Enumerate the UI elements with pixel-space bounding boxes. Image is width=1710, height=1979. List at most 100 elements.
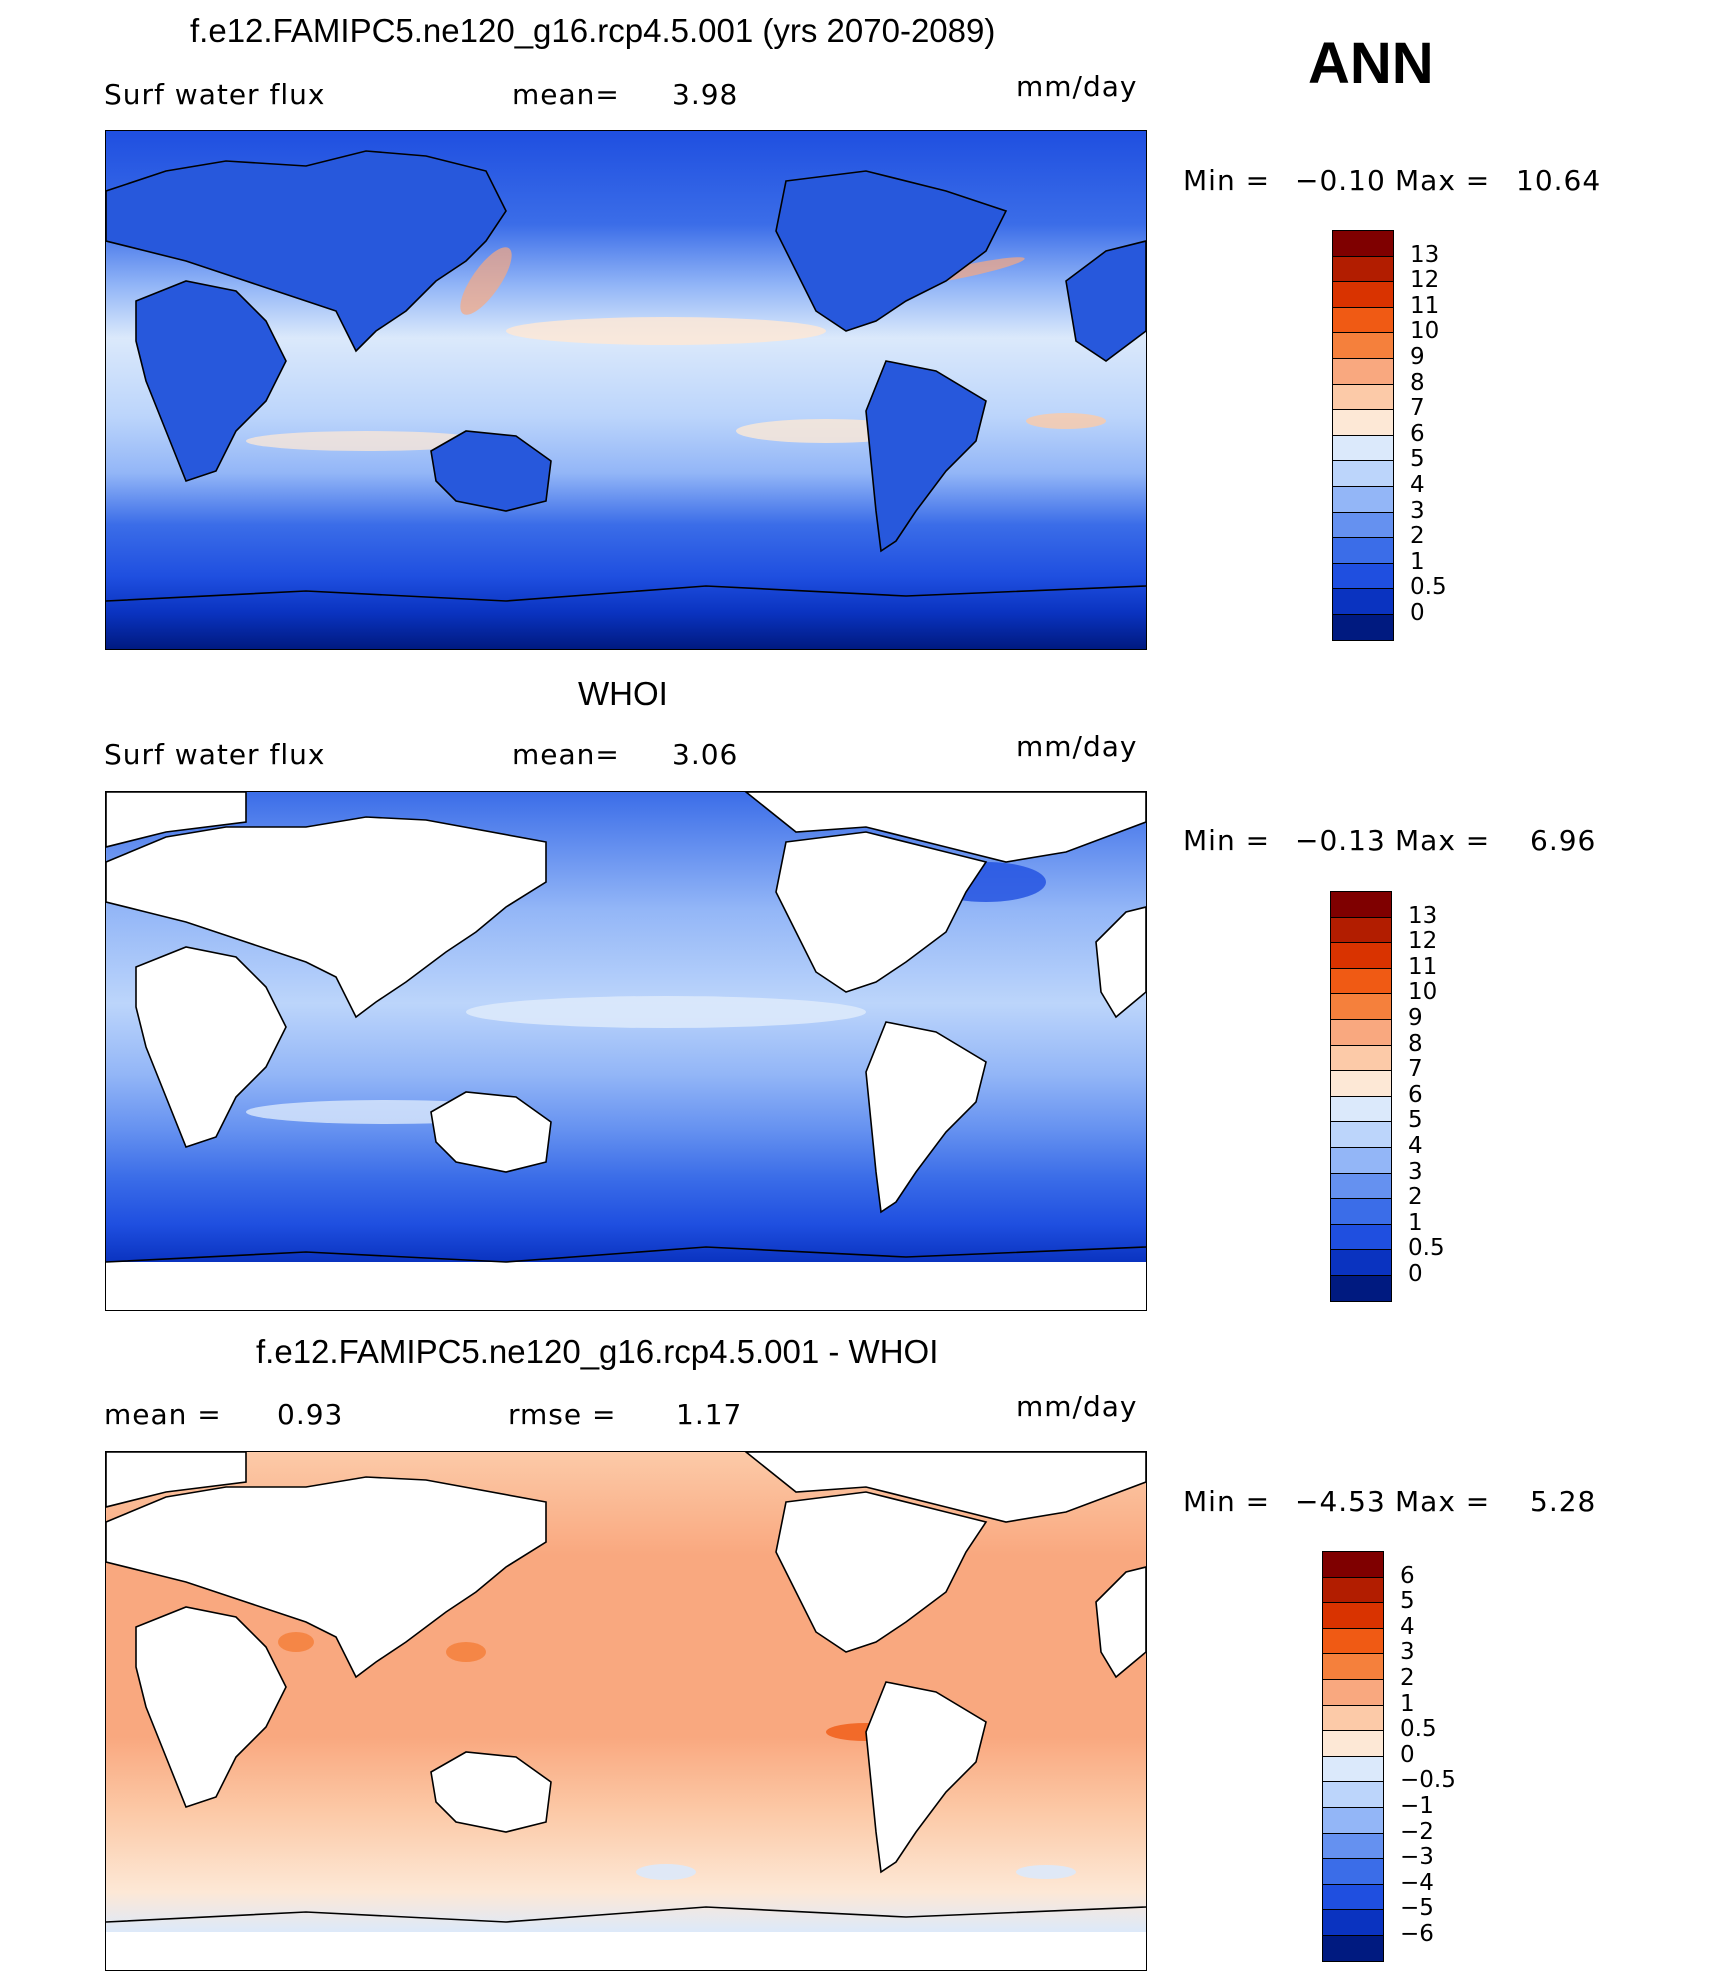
colorbar-tick-label: 5 bbox=[1408, 1107, 1423, 1134]
panel-obs-units: mm/day bbox=[1016, 730, 1138, 763]
colorbar-cell bbox=[1330, 1019, 1392, 1046]
panel-diff-min-label: Min = bbox=[1183, 1485, 1271, 1518]
colorbar-cell bbox=[1332, 383, 1394, 411]
colorbar-cell bbox=[1330, 1147, 1392, 1174]
colorbar-tick-label: 12 bbox=[1410, 267, 1440, 294]
colorbar-tick-label: 8 bbox=[1408, 1030, 1423, 1057]
colorbar-tick-label: −1 bbox=[1400, 1793, 1434, 1819]
colorbar-cell bbox=[1330, 967, 1392, 995]
colorbar-cell bbox=[1332, 588, 1394, 615]
colorbar-cell bbox=[1322, 1704, 1384, 1732]
panel-model-mean-label: mean= bbox=[512, 78, 620, 111]
panel-obs-map bbox=[105, 791, 1147, 1311]
panel-model-map-field bbox=[106, 131, 1146, 649]
colorbar-cell bbox=[1322, 1576, 1384, 1604]
colorbar-tick-label: 2 bbox=[1410, 523, 1425, 550]
colorbar-cell bbox=[1322, 1935, 1384, 1962]
colorbar-tick-label: 10 bbox=[1408, 979, 1438, 1006]
panel-diff-max-label: Max = bbox=[1395, 1485, 1491, 1518]
colorbar-tick-label: −2 bbox=[1400, 1818, 1434, 1845]
colorbar-cell bbox=[1332, 614, 1394, 641]
colorbar-cell bbox=[1332, 281, 1394, 308]
colorbar-tick-label: 1 bbox=[1410, 548, 1425, 575]
panel-model-mean-value: 3.98 bbox=[672, 78, 739, 111]
colorbar-tick-label: −3 bbox=[1400, 1844, 1434, 1871]
colorbar-cell bbox=[1330, 1198, 1392, 1225]
panel-model-min-label: Min = bbox=[1183, 164, 1271, 197]
panel-model-max-value: 10.64 bbox=[1516, 164, 1602, 197]
colorbar-tick-label: 0.5 bbox=[1408, 1235, 1445, 1262]
colorbar-cell bbox=[1332, 460, 1394, 487]
panel-diff-map-field bbox=[106, 1452, 1146, 1970]
panel-obs-map-field bbox=[106, 792, 1146, 1310]
colorbar-cell bbox=[1330, 891, 1392, 918]
colorbar-tick-label: 4 bbox=[1408, 1133, 1423, 1159]
colorbar-tick-label: 6 bbox=[1408, 1081, 1423, 1108]
colorbar-tick-label: 11 bbox=[1410, 292, 1440, 319]
colorbar-tick-label: 0 bbox=[1408, 1261, 1423, 1287]
colorbar-cell bbox=[1330, 1121, 1392, 1148]
colorbar-tick-label: 1 bbox=[1408, 1209, 1423, 1236]
colorbar-tick-label: 12 bbox=[1408, 928, 1438, 955]
panel-obs-mean-label: mean= bbox=[512, 738, 620, 771]
colorbar-tick-label: 3 bbox=[1410, 497, 1425, 524]
panel-model-min-value: −0.10 bbox=[1295, 164, 1386, 197]
season-label: ANN bbox=[1308, 31, 1434, 96]
colorbar-tick-label: 10 bbox=[1410, 318, 1440, 345]
colorbar-cell bbox=[1322, 1781, 1384, 1808]
colorbar-cell bbox=[1322, 1551, 1384, 1578]
colorbar-tick-label: 9 bbox=[1408, 1005, 1423, 1031]
colorbar-cell bbox=[1332, 486, 1394, 513]
panel-diff-max-value: 5.28 bbox=[1530, 1485, 1597, 1518]
colorbar-cell bbox=[1330, 916, 1392, 944]
panel-obs-colorbar: 13 12 11 10 9 8 7 6 5 4 3 2 1 0.5 0 bbox=[1330, 891, 1470, 1302]
panel-diff-rmse-value: 1.17 bbox=[676, 1398, 743, 1431]
colorbar-tick-label: 2 bbox=[1408, 1184, 1423, 1211]
colorbar-cell bbox=[1322, 1883, 1384, 1911]
panel-diff-mean-label: mean = bbox=[104, 1398, 222, 1431]
colorbar-tick-label: 13 bbox=[1408, 902, 1438, 929]
colorbar-tick-label: 2 bbox=[1400, 1665, 1415, 1691]
colorbar-cell bbox=[1322, 1807, 1384, 1834]
colorbar-cell bbox=[1322, 1679, 1384, 1706]
panel-diff-mean-value: 0.93 bbox=[277, 1398, 344, 1431]
colorbar-tick-label: 5 bbox=[1410, 446, 1425, 473]
colorbar-cell bbox=[1330, 942, 1392, 969]
colorbar-tick-label: 7 bbox=[1410, 395, 1425, 422]
panel-model-variable-label: Surf water flux bbox=[104, 78, 326, 111]
colorbar-cell bbox=[1332, 230, 1394, 257]
colorbar-tick-label: 0.5 bbox=[1400, 1716, 1437, 1743]
panel-model-title: f.e12.FAMIPC5.ne120_g16.rcp4.5.001 (yrs … bbox=[190, 12, 996, 49]
colorbar-cell bbox=[1332, 537, 1394, 564]
panel-obs-min-label: Min = bbox=[1183, 824, 1271, 857]
panel-diff-min-value: −4.53 bbox=[1295, 1485, 1386, 1518]
panel-obs-mean-value: 3.06 bbox=[672, 738, 739, 771]
colorbar-tick-label: 11 bbox=[1408, 953, 1438, 980]
colorbar-cell bbox=[1322, 1653, 1384, 1680]
colorbar-cell bbox=[1322, 1602, 1384, 1629]
colorbar-cell bbox=[1330, 1070, 1392, 1097]
colorbar-cell bbox=[1322, 1832, 1384, 1860]
colorbar-cell bbox=[1322, 1755, 1384, 1783]
panel-model-units: mm/day bbox=[1016, 70, 1138, 103]
colorbar-tick-label: 0.5 bbox=[1410, 574, 1447, 601]
colorbar-tick-label: 3 bbox=[1400, 1639, 1415, 1666]
colorbar-cell bbox=[1330, 1249, 1392, 1276]
colorbar-cell bbox=[1330, 1095, 1392, 1123]
colorbar-cell bbox=[1322, 1858, 1384, 1885]
colorbar-cell bbox=[1332, 511, 1394, 539]
colorbar-cell bbox=[1322, 1909, 1384, 1936]
colorbar-cell bbox=[1322, 1627, 1384, 1655]
colorbar-tick-label: 5 bbox=[1400, 1588, 1415, 1615]
colorbar-tick-label: 8 bbox=[1410, 369, 1425, 396]
colorbar-cell bbox=[1330, 1044, 1392, 1072]
colorbar-tick-label: 13 bbox=[1410, 241, 1440, 268]
colorbar-cell bbox=[1332, 409, 1394, 436]
colorbar-cell bbox=[1332, 306, 1394, 334]
colorbar-cell bbox=[1332, 562, 1394, 590]
colorbar-cell bbox=[1332, 255, 1394, 283]
colorbar-tick-label: −4 bbox=[1400, 1869, 1434, 1896]
colorbar-cell bbox=[1332, 358, 1394, 385]
panel-obs-min-value: −0.13 bbox=[1295, 824, 1386, 857]
panel-obs-max-value: 6.96 bbox=[1530, 824, 1597, 857]
